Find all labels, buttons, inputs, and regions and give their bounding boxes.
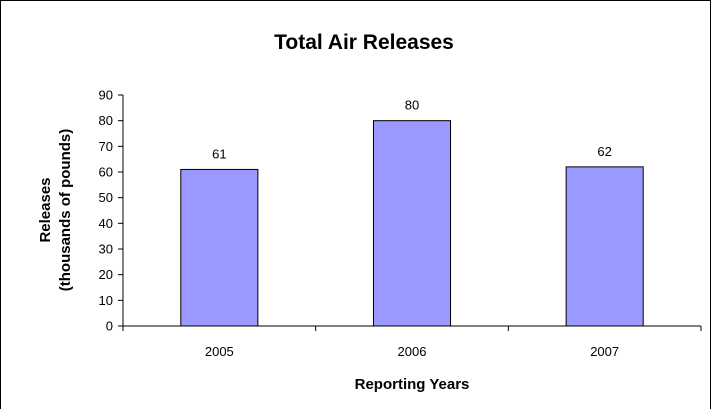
data-label-2007: 62: [597, 144, 611, 159]
y-tick-label-50: 50: [99, 190, 113, 205]
chart-title: Total Air Releases: [274, 31, 454, 54]
y-tick-label-70: 70: [99, 139, 113, 154]
y-tick-label-90: 90: [99, 88, 113, 103]
bar-2007: [565, 166, 644, 327]
x-tick-label-2006: 2006: [398, 344, 427, 359]
x-tick-label-2007: 2007: [590, 344, 619, 359]
bar-2005: [180, 168, 259, 327]
y-tick-label-0: 0: [106, 319, 113, 334]
y-tick-label-20: 20: [99, 267, 113, 282]
y-axis-title: Releases (thousands of pounds): [37, 129, 74, 291]
y-tick-label-10: 10: [99, 293, 113, 308]
plot-area: 61 80 62 0 10 20 30 40 50 60 70 80 90 2005 2006 2007: [99, 88, 702, 359]
y-tick-label-40: 40: [99, 216, 113, 231]
y-axis-title-line-1: Releases: [37, 177, 54, 242]
y-tick-label-30: 30: [99, 242, 113, 257]
x-tick-label-2005: 2005: [205, 344, 234, 359]
y-axis-title-line-2: (thousands of pounds): [57, 129, 74, 291]
data-label-2006: 80: [405, 98, 419, 113]
data-label-2005: 61: [212, 146, 226, 161]
bar-2006: [372, 120, 452, 327]
x-axis-title: Reporting Years: [355, 376, 470, 393]
y-tick-label-80: 80: [99, 113, 113, 128]
y-tick-label-60: 60: [99, 165, 113, 180]
